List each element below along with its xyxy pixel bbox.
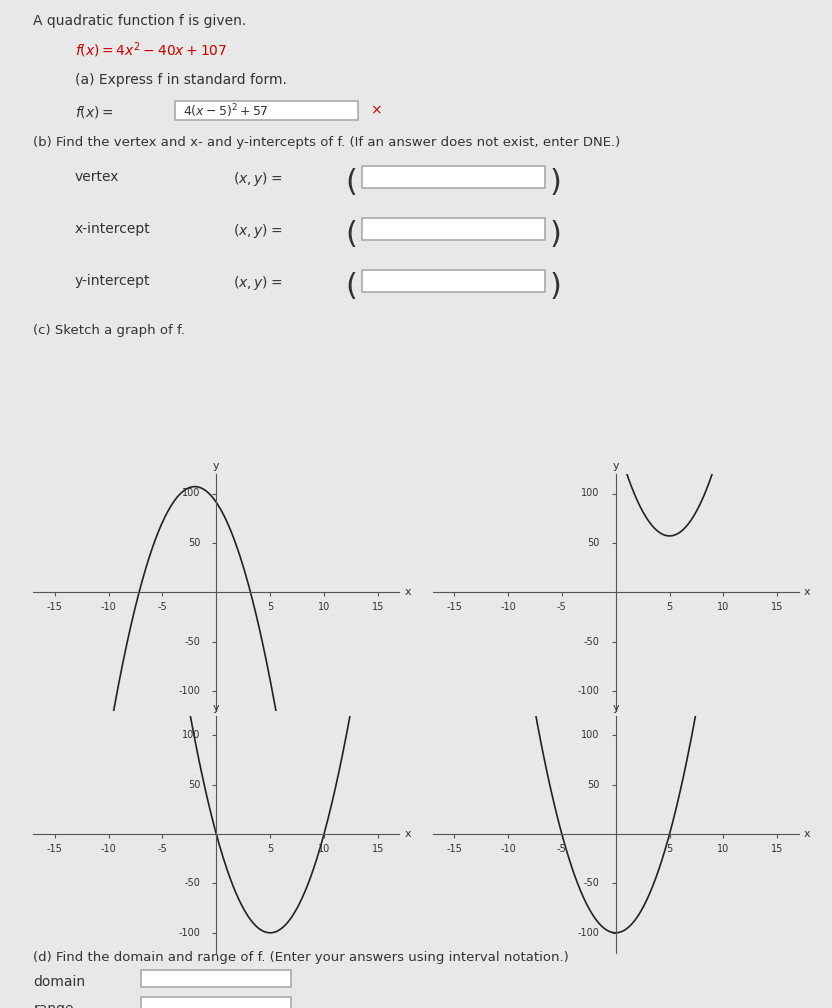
Text: x: x <box>804 588 810 597</box>
FancyBboxPatch shape <box>141 970 291 987</box>
Text: $(x, y) = $: $(x, y) = $ <box>233 274 282 292</box>
FancyBboxPatch shape <box>362 270 545 291</box>
Text: -5: -5 <box>557 844 567 854</box>
Text: -10: -10 <box>101 602 116 612</box>
Text: $)$: $)$ <box>549 165 561 197</box>
Text: -50: -50 <box>584 636 600 646</box>
Text: $4(x-5)^2 + 57$: $4(x-5)^2 + 57$ <box>183 102 269 120</box>
Text: $(x, y) = $: $(x, y) = $ <box>233 222 282 240</box>
Text: -5: -5 <box>157 844 167 854</box>
Text: $($: $($ <box>345 165 357 197</box>
Text: -10: -10 <box>500 844 516 854</box>
Text: $)$: $)$ <box>549 218 561 249</box>
Text: $f(x) = $: $f(x) = $ <box>75 105 114 120</box>
Text: (a) Express f in standard form.: (a) Express f in standard form. <box>75 73 287 87</box>
Text: 10: 10 <box>717 602 730 612</box>
Text: x: x <box>404 588 411 597</box>
Text: -100: -100 <box>577 927 600 937</box>
Text: 100: 100 <box>182 731 201 741</box>
Text: -15: -15 <box>446 844 462 854</box>
Text: $)$: $)$ <box>549 270 561 301</box>
Text: x-intercept: x-intercept <box>75 222 151 236</box>
Text: vertex: vertex <box>75 170 119 184</box>
Text: -100: -100 <box>178 685 201 696</box>
Text: -100: -100 <box>178 927 201 937</box>
Text: $(x, y) = $: $(x, y) = $ <box>233 170 282 188</box>
Text: -100: -100 <box>577 685 600 696</box>
Text: $f(x) = 4x^2 - 40x + 107$: $f(x) = 4x^2 - 40x + 107$ <box>75 40 227 60</box>
Text: -15: -15 <box>446 602 462 612</box>
Text: 10: 10 <box>717 844 730 854</box>
Text: A quadratic function f is given.: A quadratic function f is given. <box>33 13 246 27</box>
Text: 15: 15 <box>372 602 384 612</box>
Text: y: y <box>612 461 619 471</box>
Text: x: x <box>804 830 810 839</box>
Text: range: range <box>33 1002 74 1008</box>
Text: -15: -15 <box>47 602 62 612</box>
Text: -5: -5 <box>157 602 167 612</box>
Text: -10: -10 <box>101 844 116 854</box>
Text: -50: -50 <box>584 878 600 888</box>
Text: y: y <box>213 703 220 713</box>
Text: domain: domain <box>33 975 86 989</box>
Text: -50: -50 <box>185 636 201 646</box>
FancyBboxPatch shape <box>362 218 545 240</box>
Text: 50: 50 <box>188 780 201 790</box>
Text: 15: 15 <box>771 844 784 854</box>
Text: -50: -50 <box>185 878 201 888</box>
Text: 50: 50 <box>587 538 600 548</box>
Text: 100: 100 <box>182 489 201 499</box>
FancyBboxPatch shape <box>141 997 291 1008</box>
Text: 5: 5 <box>666 602 672 612</box>
FancyBboxPatch shape <box>175 101 358 120</box>
Text: x: x <box>404 830 411 839</box>
Text: 100: 100 <box>582 731 600 741</box>
FancyBboxPatch shape <box>362 166 545 188</box>
Text: 5: 5 <box>267 602 273 612</box>
Text: (b) Find the vertex and x- and y-intercepts of f. (If an answer does not exist, : (b) Find the vertex and x- and y-interce… <box>33 136 621 149</box>
Text: y-intercept: y-intercept <box>75 274 151 288</box>
Text: 10: 10 <box>318 844 330 854</box>
Text: 5: 5 <box>267 844 273 854</box>
Text: 15: 15 <box>771 602 784 612</box>
Text: 10: 10 <box>318 602 330 612</box>
Text: $\times$: $\times$ <box>370 103 382 117</box>
Text: $($: $($ <box>345 218 357 249</box>
Text: (d) Find the domain and range of f. (Enter your answers using interval notation.: (d) Find the domain and range of f. (Ent… <box>33 951 569 964</box>
Text: y: y <box>612 703 619 713</box>
Text: 50: 50 <box>587 780 600 790</box>
Text: -5: -5 <box>557 602 567 612</box>
Text: 50: 50 <box>188 538 201 548</box>
Text: 100: 100 <box>582 489 600 499</box>
Text: 15: 15 <box>372 844 384 854</box>
Text: (c) Sketch a graph of f.: (c) Sketch a graph of f. <box>33 325 186 338</box>
Text: -15: -15 <box>47 844 62 854</box>
Text: y: y <box>213 461 220 471</box>
Text: 5: 5 <box>666 844 672 854</box>
Text: -10: -10 <box>500 602 516 612</box>
Text: $($: $($ <box>345 270 357 301</box>
